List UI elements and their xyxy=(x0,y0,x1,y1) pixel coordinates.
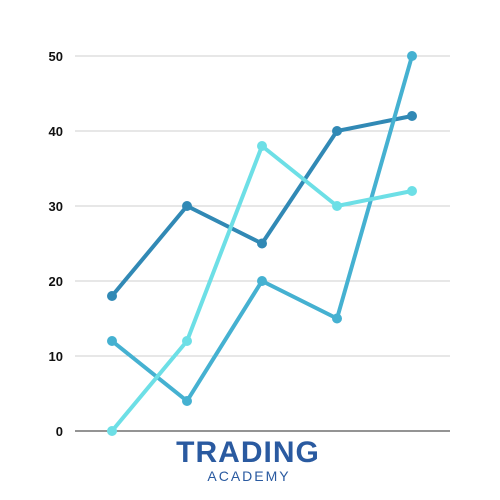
data-point xyxy=(407,186,417,196)
brand-title: TRADING xyxy=(176,436,320,469)
y-axis-tick-labels: 0 10 20 30 40 50 xyxy=(49,49,63,439)
y-tick-label: 30 xyxy=(49,199,63,214)
y-tick-label: 40 xyxy=(49,124,63,139)
y-tick-label: 0 xyxy=(56,424,63,439)
series-group xyxy=(107,51,417,436)
series-3 xyxy=(107,141,417,436)
data-point xyxy=(407,111,417,121)
data-point xyxy=(107,426,117,436)
data-point xyxy=(257,276,267,286)
data-point xyxy=(332,201,342,211)
brand-subtitle: ACADEMY xyxy=(207,468,290,484)
data-point xyxy=(407,51,417,61)
series-line xyxy=(110,144,414,433)
y-tick-label: 20 xyxy=(49,274,63,289)
data-point xyxy=(107,336,117,346)
series-2 xyxy=(107,51,417,406)
data-point xyxy=(182,201,192,211)
data-point xyxy=(332,126,342,136)
data-point xyxy=(257,238,267,249)
data-point xyxy=(332,313,342,324)
data-point xyxy=(182,396,192,406)
data-point xyxy=(257,141,267,151)
data-point xyxy=(182,336,192,346)
series-line xyxy=(110,54,414,403)
data-point xyxy=(107,291,117,301)
y-tick-label: 50 xyxy=(49,49,63,64)
y-tick-label: 10 xyxy=(49,349,63,364)
series-1 xyxy=(107,111,417,301)
